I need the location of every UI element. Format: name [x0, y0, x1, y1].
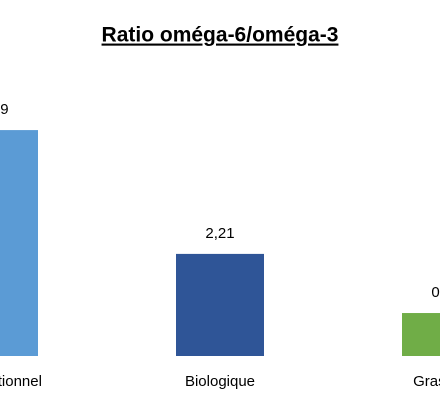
x-tick-label: Conventionnel	[0, 373, 42, 390]
chart-title: Ratio oméga-6/oméga-3	[102, 24, 339, 47]
value-label: 4,89	[0, 101, 9, 118]
bar	[402, 313, 440, 356]
bar	[0, 130, 38, 356]
x-tick-label: Grass-fed	[413, 373, 440, 390]
x-tick-label: Biologique	[185, 373, 255, 390]
bar	[176, 253, 264, 356]
value-label: 0,93	[431, 284, 440, 301]
value-label: 2,21	[205, 225, 234, 242]
